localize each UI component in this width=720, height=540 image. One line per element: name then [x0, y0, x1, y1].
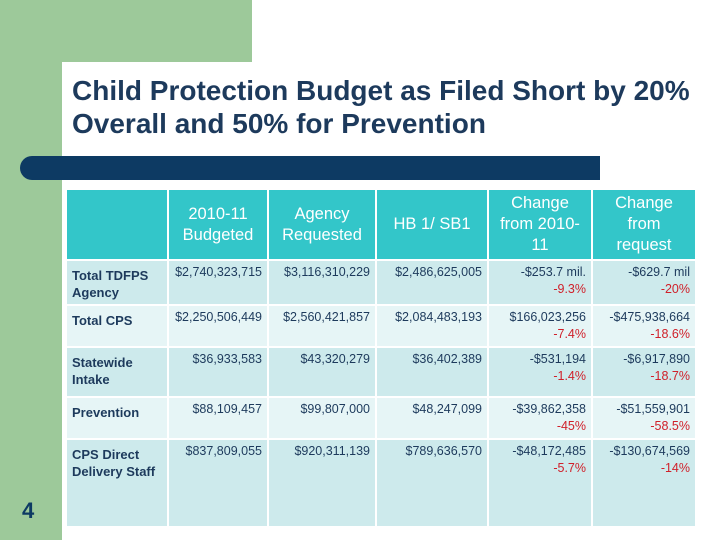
row-label: Prevention [65, 396, 169, 440]
header-change-request: Change from request [591, 188, 697, 261]
cell-budgeted: $837,809,055 [167, 438, 269, 528]
cell-change-2010: -$39,862,358 -45% [487, 396, 593, 440]
change-amount: -$51,559,901 [616, 402, 690, 416]
header-blank [65, 188, 169, 261]
change-percent: -9.3% [553, 282, 586, 296]
change-percent: -5.7% [553, 461, 586, 475]
header-budgeted: 2010-11 Budgeted [167, 188, 269, 261]
change-percent: -18.7% [650, 369, 690, 383]
row-label: Statewide Intake [65, 346, 169, 398]
cell-change-request: -$6,917,890 -18.7% [591, 346, 697, 398]
budget-table: 2010-11 Budgeted Agency Requested HB 1/ … [65, 188, 697, 528]
cell-budgeted: $2,740,323,715 [167, 259, 269, 306]
change-amount: -$253.7 mil. [520, 265, 586, 279]
cell-hb1: $789,636,570 [375, 438, 489, 528]
change-amount: $166,023,256 [509, 310, 586, 324]
header-hb1: HB 1/ SB1 [375, 188, 489, 261]
cell-budgeted: $2,250,506,449 [167, 304, 269, 348]
change-amount: -$39,862,358 [512, 402, 586, 416]
cell-hb1: $36,402,389 [375, 346, 489, 398]
row-label: Total TDFPS Agency [65, 259, 169, 306]
cell-requested: $99,807,000 [267, 396, 377, 440]
cell-change-request: -$130,674,569 -14% [591, 438, 697, 528]
row-label: CPS Direct Delivery Staff [65, 438, 169, 528]
cell-hb1: $2,084,483,193 [375, 304, 489, 348]
change-percent: -20% [660, 282, 690, 296]
slide-number: 4 [22, 498, 35, 523]
table-row: Total TDFPS Agency $2,740,323,715 $3,116,3… [65, 259, 697, 306]
table-row: Total CPS $2,250,506,449 $2,560,421,857 $2,… [65, 304, 697, 348]
change-percent: -18.6% [650, 327, 690, 341]
header-change-2010: Change from 2010-11 [487, 188, 593, 261]
change-percent: -7.4% [553, 327, 586, 341]
cell-requested: $43,320,279 [267, 346, 377, 398]
cell-hb1: $2,486,625,005 [375, 259, 489, 306]
change-percent: -45% [556, 419, 586, 433]
decor-green-left [0, 0, 62, 540]
cell-change-2010: -$531,194 -1.4% [487, 346, 593, 398]
cell-change-2010: -$48,172,485 -5.7% [487, 438, 593, 528]
change-percent: -1.4% [553, 369, 586, 383]
change-amount: -$6,917,890 [623, 352, 690, 366]
change-amount: -$531,194 [529, 352, 586, 366]
change-amount: -$48,172,485 [512, 444, 586, 458]
table-row: Prevention $88,109,457 $99,807,000 $48,247,… [65, 396, 697, 440]
change-amount: -$629.7 mil [628, 265, 690, 279]
row-label: Total CPS [65, 304, 169, 348]
table-row: CPS Direct Delivery Staff $837,809,055 $92… [65, 438, 697, 528]
cell-change-2010: -$253.7 mil. -9.3% [487, 259, 593, 306]
cell-requested: $2,560,421,857 [267, 304, 377, 348]
cell-change-request: -$475,938,664 -18.6% [591, 304, 697, 348]
slide-title: Child Protection Budget as Filed Short b… [72, 75, 690, 139]
change-percent: -14% [660, 461, 690, 475]
table-row: Statewide Intake $36,933,583 $43,320,279 $3… [65, 346, 697, 398]
change-amount: -$475,938,664 [609, 310, 690, 324]
cell-budgeted: $36,933,583 [167, 346, 269, 398]
cell-change-request: -$51,559,901 -58.5% [591, 396, 697, 440]
title-underline-bar [20, 156, 600, 180]
cell-requested: $3,116,310,229 [267, 259, 377, 306]
header-requested: Agency Requested [267, 188, 377, 261]
change-percent: -58.5% [650, 419, 690, 433]
cell-hb1: $48,247,099 [375, 396, 489, 440]
cell-requested: $920,311,139 [267, 438, 377, 528]
cell-change-2010: $166,023,256 -7.4% [487, 304, 593, 348]
cell-budgeted: $88,109,457 [167, 396, 269, 440]
cell-change-request: -$629.7 mil -20% [591, 259, 697, 306]
change-amount: -$130,674,569 [609, 444, 690, 458]
